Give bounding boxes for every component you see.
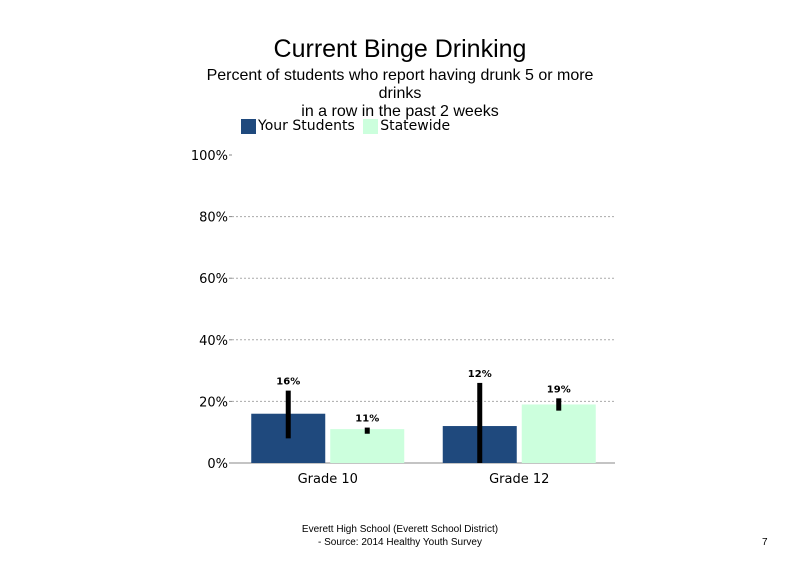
error-bar: [477, 382, 483, 463]
y-tick-label: 80%: [199, 211, 228, 226]
data-label: 12%: [468, 369, 492, 380]
subtitle-line-3: in a row in the past 2 weeks: [301, 103, 499, 120]
footer: Everett High School (Everett School Dist…: [0, 523, 800, 549]
bar-statewide-grade-12: [521, 404, 596, 463]
chart-title: Current Binge Drinking: [273, 35, 527, 63]
category-label: Grade 12: [489, 472, 549, 487]
y-tick-label: 40%: [199, 334, 228, 349]
legend-label-statewide: Statewide: [380, 118, 451, 134]
chart-subtitle: Percent of students who report having dr…: [190, 67, 610, 121]
y-tick-label: 100%: [191, 149, 228, 164]
legend-item-your-students: Your Students: [241, 118, 355, 134]
category-label: Grade 10: [298, 472, 358, 487]
legend-swatch-your-students: [241, 118, 256, 134]
legend-label-your-students: Your Students: [258, 118, 355, 134]
bar-statewide-grade-10: [330, 429, 405, 463]
y-tick-label: 20%: [199, 395, 228, 410]
page-number: 7: [762, 537, 768, 548]
footer-school: Everett High School (Everett School Dist…: [301, 524, 499, 535]
subtitle-line-1: Percent of students who report having dr…: [206, 67, 594, 84]
data-label: 16%: [276, 377, 300, 388]
legend-item-statewide: Statewide: [363, 118, 450, 134]
y-tick-label: 0%: [207, 457, 228, 472]
data-label: 19%: [547, 384, 571, 395]
error-bar: [285, 390, 291, 439]
error-bar: [364, 427, 370, 434]
data-label: 11%: [355, 414, 379, 425]
subtitle-line-2: drinks: [378, 85, 422, 102]
error-bar: [556, 398, 562, 411]
footer-source: - Source: 2014 Healthy Youth Survey: [318, 537, 482, 548]
y-tick-label: 60%: [199, 272, 228, 287]
chart-legend: Your Students Statewide: [241, 118, 454, 138]
legend-swatch-statewide: [363, 118, 379, 134]
